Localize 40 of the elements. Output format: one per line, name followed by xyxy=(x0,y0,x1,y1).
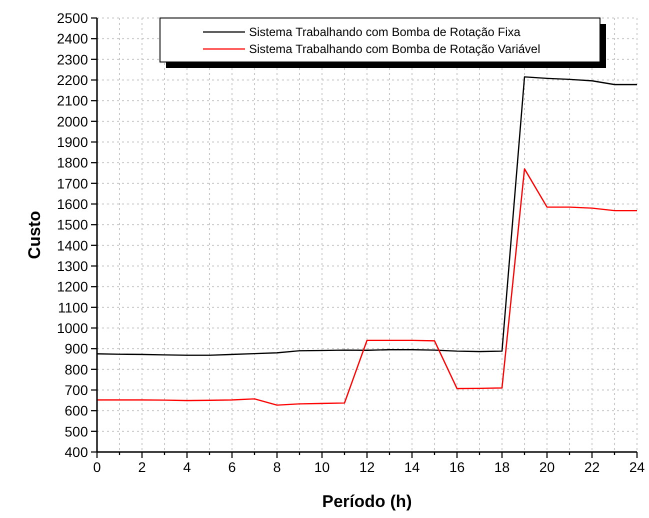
y-tick-label: 1700 xyxy=(56,175,88,192)
y-tick-label: 1300 xyxy=(56,258,88,274)
y-axis-title: Custo xyxy=(25,210,44,260)
y-tick-label: 900 xyxy=(64,340,88,357)
y-tick-label: 1400 xyxy=(56,237,88,254)
y-tick-label: 2000 xyxy=(56,113,88,130)
y-tick-label: 400 xyxy=(64,444,88,460)
x-tick-label: 18 xyxy=(494,459,510,475)
line-series xyxy=(96,168,638,406)
x-tick-label: 12 xyxy=(359,459,375,475)
y-tick-label: 700 xyxy=(64,382,88,398)
x-tick-label: 0 xyxy=(93,459,102,475)
y-tick-label: 1200 xyxy=(56,278,88,295)
x-tick-label: 22 xyxy=(584,459,600,475)
y-tick-label: 1800 xyxy=(56,154,88,171)
y-tick-label: 2200 xyxy=(56,72,88,88)
x-tick-label: 14 xyxy=(404,459,420,475)
y-tick-label: 1000 xyxy=(56,320,88,336)
y-tick-label: 2500 xyxy=(56,10,88,26)
y-tick-label: 1500 xyxy=(56,216,88,233)
y-tick-label: 2400 xyxy=(56,30,88,47)
legend-label: Sistema Trabalhando com Bomba de Rotação Fixa xyxy=(249,25,521,39)
x-tick-label: 20 xyxy=(539,459,555,475)
y-tick-label: 500 xyxy=(64,423,88,440)
y-tick-label: 1600 xyxy=(56,196,88,212)
x-tick-label: 24 xyxy=(629,459,645,475)
x-tick-label: 8 xyxy=(273,459,282,475)
x-axis-title: Período (h) xyxy=(322,492,412,511)
y-tick-label: 800 xyxy=(64,361,88,378)
x-tick-label: 10 xyxy=(314,459,330,475)
x-tick-label: 4 xyxy=(183,459,192,475)
legend-label: Sistema Trabalhando com Bomba de Rotação Variável xyxy=(249,42,540,56)
x-tick-label: 16 xyxy=(449,459,465,475)
y-tick-label: 2100 xyxy=(56,92,88,109)
x-tick-label: 6 xyxy=(228,459,236,475)
y-tick-label: 600 xyxy=(64,402,88,419)
x-tick-label: 2 xyxy=(138,459,146,475)
y-tick-label: 1900 xyxy=(56,134,88,150)
y-tick-label: 1100 xyxy=(58,299,88,316)
y-tick-label: 2300 xyxy=(56,51,88,68)
